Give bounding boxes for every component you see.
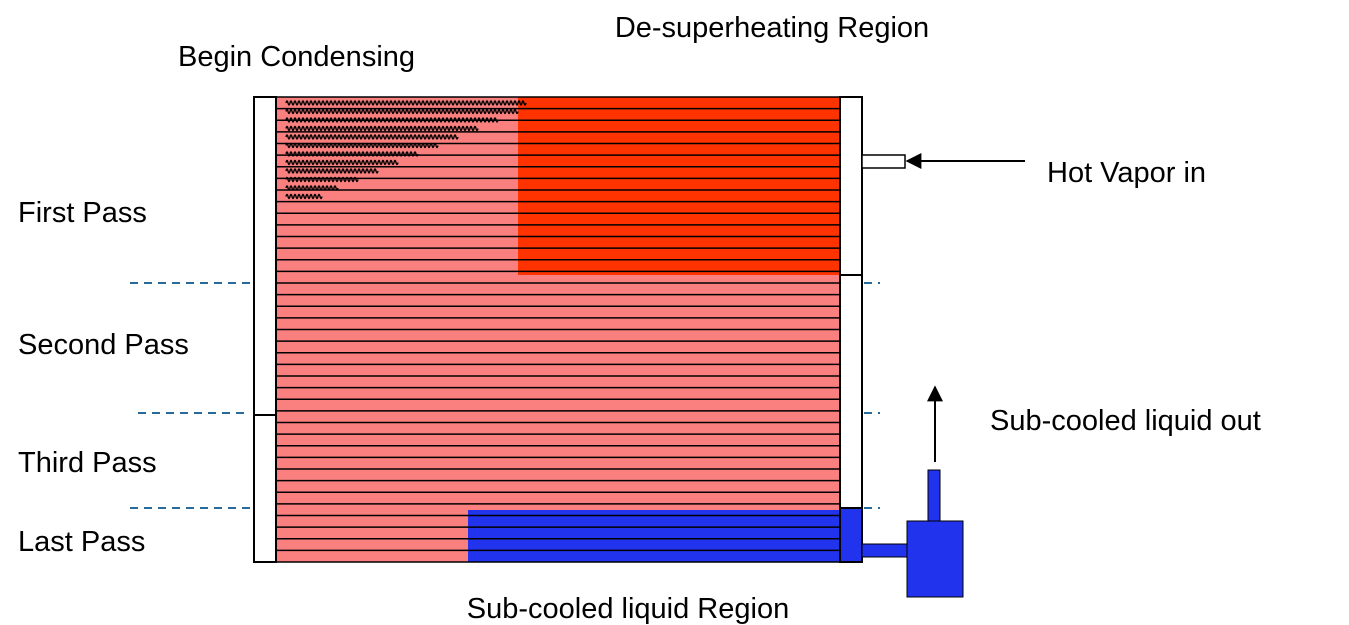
condensing-marks [285, 100, 527, 200]
condensing-mark [285, 168, 379, 174]
label: De-superheating Region [615, 12, 929, 44]
label: Hot Vapor in [1047, 157, 1206, 189]
right-header-mid [839, 274, 863, 509]
condensing-mark [285, 117, 499, 123]
outlet-pipe [927, 469, 941, 522]
condensing-mark [285, 125, 479, 132]
label: Second Pass [18, 329, 189, 361]
condensing-mark [285, 142, 439, 149]
pass-dividers [130, 282, 880, 509]
label: Third Pass [18, 447, 157, 479]
tubes [276, 96, 840, 563]
label: Begin Condensing [178, 41, 415, 73]
label: Sub-cooled liquid Region [467, 593, 789, 625]
right-header-top [839, 96, 863, 276]
condensing-mark [285, 159, 399, 166]
condensing-mark [285, 185, 339, 191]
desuperheat-zone [518, 97, 840, 275]
left-header-top [253, 96, 277, 416]
condensing-mark [285, 176, 359, 183]
label: First Pass [18, 197, 147, 229]
label: Last Pass [18, 526, 145, 558]
label: Sub-cooled liquid out [990, 405, 1261, 437]
subcool-zone [468, 510, 840, 562]
condensing-mark [285, 151, 419, 157]
condensing-mark [285, 193, 323, 200]
right-header-bottom [839, 507, 863, 563]
inlet-tube [861, 154, 906, 169]
outlet-tube [861, 543, 908, 558]
condensing-mark [285, 108, 519, 115]
condensing-mark [285, 100, 527, 106]
receiver [906, 520, 964, 598]
condensing-mark [285, 134, 459, 140]
left-header-bottom [253, 414, 277, 563]
